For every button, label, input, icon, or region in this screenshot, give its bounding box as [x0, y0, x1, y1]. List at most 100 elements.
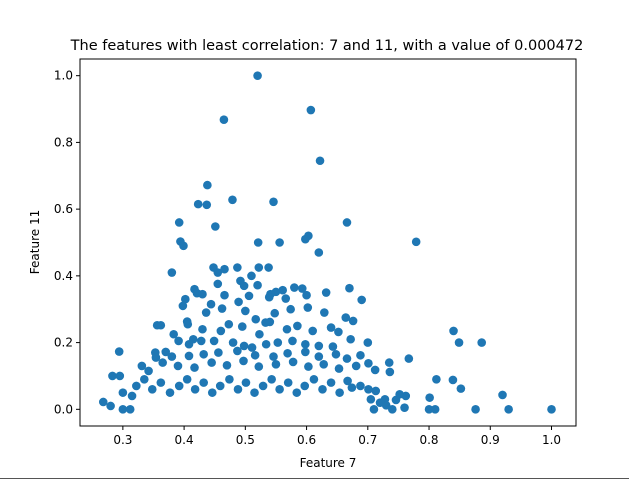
data-point	[203, 180, 212, 190]
data-point	[304, 362, 313, 371]
data-point	[207, 388, 217, 397]
data-point	[216, 326, 226, 336]
x-tick-label: 0.3	[113, 433, 132, 447]
data-point	[140, 374, 149, 384]
data-point	[190, 363, 199, 372]
data-point	[190, 385, 200, 394]
y-tick-label: 0.2	[54, 336, 73, 350]
data-point	[115, 371, 125, 381]
data-point	[125, 405, 135, 414]
data-point	[254, 263, 264, 272]
data-point	[270, 308, 280, 318]
data-point	[343, 376, 352, 386]
data-point	[334, 327, 343, 337]
data-point	[269, 352, 278, 361]
data-point	[357, 295, 366, 305]
data-point	[297, 284, 307, 293]
data-point	[137, 361, 147, 371]
data-point	[167, 268, 177, 277]
data-point	[334, 364, 344, 373]
x-tick-label: 0.5	[236, 433, 255, 447]
data-point	[255, 329, 264, 339]
data-point	[254, 362, 264, 371]
data-point	[264, 292, 274, 302]
data-point	[250, 388, 259, 397]
data-point	[306, 105, 316, 115]
data-point	[369, 405, 379, 414]
data-point	[335, 388, 344, 397]
data-point	[151, 353, 161, 362]
data-point	[269, 197, 278, 207]
data-point	[400, 403, 409, 412]
data-point	[281, 294, 291, 303]
data-point	[261, 339, 271, 349]
data-point	[250, 350, 260, 360]
data-point	[233, 263, 242, 272]
data-point	[173, 361, 183, 371]
data-point	[132, 381, 141, 391]
data-point	[201, 308, 211, 317]
data-point	[239, 341, 249, 351]
data-point	[547, 405, 556, 414]
data-point	[215, 381, 225, 391]
data-point	[228, 195, 237, 205]
data-point	[321, 288, 331, 297]
data-point	[342, 218, 352, 227]
data-point	[158, 358, 167, 367]
data-point	[214, 348, 223, 357]
data-point	[244, 291, 254, 301]
data-point	[278, 285, 287, 295]
data-point	[241, 306, 250, 316]
data-point	[188, 334, 198, 344]
data-point	[314, 352, 324, 361]
data-point	[222, 360, 232, 370]
data-point	[106, 401, 115, 411]
window-bottom-edge	[0, 478, 629, 482]
data-point	[183, 319, 193, 329]
data-point	[375, 398, 385, 407]
data-point	[363, 338, 373, 347]
data-points	[98, 71, 556, 414]
data-point	[301, 339, 310, 349]
data-point	[292, 388, 302, 397]
data-point	[265, 317, 275, 327]
data-point	[127, 391, 137, 401]
x-tick-label: 0.8	[419, 433, 438, 447]
data-point	[207, 358, 216, 367]
data-point	[220, 290, 229, 300]
data-point	[326, 323, 336, 332]
data-point	[152, 320, 162, 330]
x-axis: 0.3 0.4 0.5 0.6 0.7 0.8 0.9 1.0	[113, 426, 561, 447]
data-point	[318, 385, 327, 394]
chart-title: The features with least correlation: 7 a…	[70, 38, 584, 54]
data-point	[346, 334, 355, 344]
data-point	[342, 354, 352, 363]
data-point	[348, 316, 358, 326]
data-point	[174, 336, 183, 346]
data-point	[220, 264, 229, 274]
data-point	[424, 405, 434, 414]
data-point	[498, 390, 507, 400]
data-point	[165, 388, 175, 397]
data-point	[273, 338, 283, 347]
data-point	[351, 361, 361, 371]
data-point	[253, 71, 262, 80]
data-point	[178, 301, 188, 311]
x-tick-label: 0.4	[175, 433, 194, 447]
data-point	[179, 241, 188, 251]
x-tick-label: 0.6	[297, 433, 316, 447]
data-point	[288, 357, 298, 367]
data-point	[114, 347, 124, 356]
data-point	[213, 279, 223, 289]
data-point	[275, 238, 284, 247]
data-point	[356, 381, 365, 391]
x-tick-label: 0.9	[481, 433, 500, 447]
data-point	[286, 304, 295, 314]
data-point	[301, 234, 310, 244]
data-point	[199, 349, 208, 359]
data-point	[283, 378, 293, 387]
data-point	[225, 374, 234, 384]
data-point	[411, 237, 421, 247]
y-tick-label: 0.8	[54, 135, 73, 149]
